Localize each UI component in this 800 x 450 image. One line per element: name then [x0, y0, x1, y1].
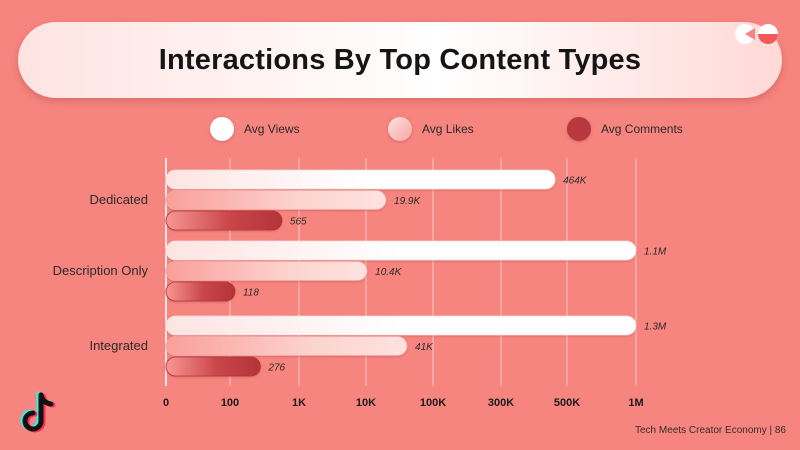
data-label-views: 1.3M — [644, 322, 667, 333]
chart-bars: 464K 19.9K 565 1.1M 10.4K 118 1.3M 41K 276 — [165, 169, 667, 377]
x-tick-label: 10K — [356, 397, 376, 409]
category-label: Description Only — [53, 263, 149, 278]
x-tick-label: 300K — [488, 397, 514, 409]
legend-label-likes: Avg Likes — [422, 122, 474, 136]
bar-comments — [165, 356, 261, 377]
x-tick-label: 100 — [221, 397, 239, 409]
bar-views — [165, 240, 637, 261]
legend-item-views: Avg Views — [210, 117, 300, 141]
data-label-comments: 118 — [243, 288, 259, 299]
legend-swatch-comments — [567, 117, 591, 141]
bar-comments — [165, 281, 236, 302]
data-label-views: 1.1M — [644, 247, 667, 258]
legend-item-comments: Avg Comments — [567, 117, 683, 141]
chart-x-axis-ticks: 0 100 1K 10K 100K 300K 500K 1M — [163, 397, 644, 409]
bar-likes — [165, 336, 408, 356]
brand-logo-icon — [735, 24, 778, 44]
footer-text: Tech Meets Creator Economy | 86 — [635, 425, 786, 436]
bar-comments — [165, 210, 283, 231]
bar-views — [165, 315, 637, 336]
legend-label-comments: Avg Comments — [601, 122, 683, 136]
data-label-comments: 276 — [267, 363, 285, 374]
x-tick-label: 500K — [554, 397, 580, 409]
chart-title: Interactions By Top Content Types — [158, 43, 642, 76]
category-label: Integrated — [89, 338, 148, 353]
chart-legend: Avg Views Avg Likes Avg Comments — [0, 117, 800, 145]
legend-swatch-views — [210, 117, 234, 141]
x-tick-label: 1M — [628, 397, 643, 409]
bar-likes — [165, 190, 387, 210]
bar-likes — [165, 261, 368, 281]
data-label-likes: 10.4K — [375, 267, 402, 278]
legend-item-likes: Avg Likes — [388, 117, 474, 141]
data-label-likes: 41K — [415, 342, 434, 353]
data-label-likes: 19.9K — [394, 196, 421, 207]
tiktok-logo-icon — [20, 391, 56, 433]
category-label: Dedicated — [89, 192, 148, 207]
bar-views — [165, 169, 556, 190]
x-tick-label: 0 — [163, 397, 169, 409]
chart-y-axis-categories: Dedicated Description Only Integrated — [53, 192, 149, 353]
legend-swatch-likes — [388, 117, 412, 141]
legend-label-views: Avg Views — [244, 122, 300, 136]
bar-chart: 464K 19.9K 565 1.1M 10.4K 118 1.3M 41K 276 0 100 1… — [53, 158, 667, 409]
data-label-views: 464K — [563, 176, 588, 187]
title-banner: Interactions By Top Content Types — [18, 22, 782, 98]
x-tick-label: 100K — [420, 397, 446, 409]
data-label-comments: 565 — [290, 217, 307, 228]
x-tick-label: 1K — [292, 397, 306, 409]
